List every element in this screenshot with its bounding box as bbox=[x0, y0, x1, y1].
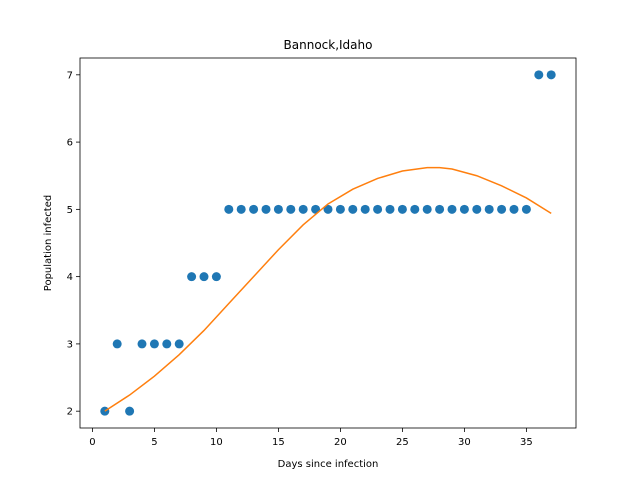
data-point bbox=[509, 204, 519, 214]
data-point bbox=[435, 204, 445, 214]
fit-curve bbox=[104, 166, 552, 412]
data-point bbox=[323, 204, 333, 214]
data-point bbox=[273, 204, 283, 214]
data-point bbox=[497, 204, 507, 214]
data-point bbox=[459, 204, 469, 214]
chart-title: Bannock,Idaho bbox=[284, 38, 373, 52]
data-point bbox=[112, 339, 122, 349]
data-point bbox=[162, 339, 172, 349]
y-tick-label: 5 bbox=[67, 205, 73, 216]
data-point bbox=[249, 204, 259, 214]
x-tick-label: 20 bbox=[334, 437, 347, 448]
y-tick-label: 2 bbox=[67, 407, 73, 418]
data-point bbox=[100, 406, 110, 416]
data-point bbox=[187, 272, 197, 282]
x-tick-label: 10 bbox=[210, 437, 223, 448]
data-point bbox=[373, 204, 383, 214]
x-tick-label: 5 bbox=[151, 437, 157, 448]
x-tick-label: 15 bbox=[272, 437, 285, 448]
data-point bbox=[410, 204, 420, 214]
data-point bbox=[149, 339, 159, 349]
data-point bbox=[422, 204, 432, 214]
data-point bbox=[236, 204, 246, 214]
y-tick-label: 3 bbox=[67, 339, 73, 350]
data-point bbox=[335, 204, 345, 214]
data-point bbox=[484, 204, 494, 214]
x-tick-label: 25 bbox=[396, 437, 409, 448]
data-point bbox=[447, 204, 457, 214]
plot-frame bbox=[79, 57, 577, 429]
y-axis-label: Population infected bbox=[43, 195, 54, 291]
data-point bbox=[286, 204, 296, 214]
data-point bbox=[360, 204, 370, 214]
data-point bbox=[211, 272, 221, 282]
plot-marks bbox=[100, 70, 556, 416]
data-point bbox=[199, 272, 209, 282]
data-point bbox=[521, 204, 531, 214]
data-point bbox=[137, 339, 147, 349]
x-axis-label: Days since infection bbox=[278, 459, 379, 470]
data-point bbox=[261, 204, 271, 214]
data-point bbox=[298, 204, 308, 214]
y-axis: 2 3 4 5 6 7 bbox=[67, 70, 80, 418]
x-axis: 0 5 10 15 20 25 30 35 bbox=[89, 428, 533, 448]
data-point bbox=[397, 204, 407, 214]
y-tick-label: 4 bbox=[67, 272, 73, 283]
data-point bbox=[125, 406, 135, 416]
data-point bbox=[224, 204, 234, 214]
y-tick-label: 6 bbox=[67, 138, 73, 149]
data-point bbox=[174, 339, 184, 349]
data-point bbox=[348, 204, 358, 214]
x-tick-label: 30 bbox=[458, 437, 471, 448]
x-tick-label: 35 bbox=[520, 437, 533, 448]
x-tick-label: 0 bbox=[89, 437, 95, 448]
data-point bbox=[472, 204, 482, 214]
data-point bbox=[534, 70, 544, 80]
data-point bbox=[385, 204, 395, 214]
y-tick-label: 7 bbox=[67, 70, 73, 81]
data-point bbox=[546, 70, 556, 80]
